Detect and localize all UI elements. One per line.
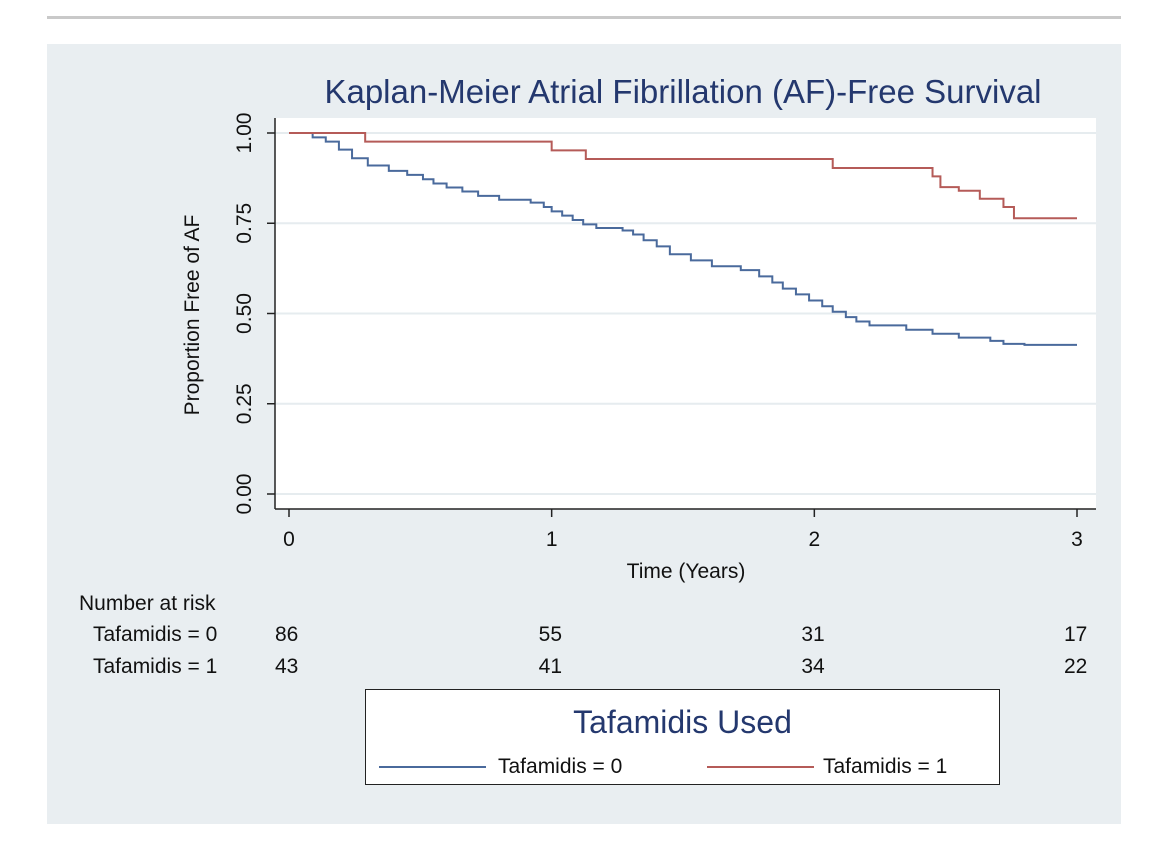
risk-row-label-0: Tafamidis = 0 [93,623,218,646]
legend-label-tafamidis-0: Tafamidis = 0 [498,755,623,778]
risk-value-r1-c2: 34 [801,655,825,678]
legend-line-tafamidis-1 [707,766,814,768]
y-tick-label-4: 1.00 [233,113,256,154]
series-line-tafamidis-0 [289,132,1077,346]
y-tick-label-1: 0.25 [233,383,256,424]
y-tick-label-0: 0.00 [233,474,256,515]
legend-line-tafamidis-0 [379,766,486,768]
risk-value-r0-c3: 17 [1064,623,1088,646]
x-tick-label-0: 0 [283,528,295,551]
series-line-tafamidis-1 [289,132,1077,220]
top-divider [47,16,1121,19]
x-tick-label-1: 1 [546,528,558,551]
risk-value-r0-c0: 86 [275,623,299,646]
grid-lines [275,132,1096,495]
legend-title: Tafamidis Used [573,704,792,740]
series-group [289,132,1077,346]
x-axis-label: Time (Years) [627,560,746,583]
risk-value-r0-c2: 31 [801,623,825,646]
axes: 0.00 0.25 0.50 0.75 1.00 0 1 2 3 [233,113,1096,551]
risk-value-r1-c0: 43 [275,655,299,678]
x-tick-label-2: 2 [808,528,820,551]
chart-title: Kaplan-Meier Atrial Fibrillation (AF)-Fr… [324,73,1041,110]
legend-label-tafamidis-1: Tafamidis = 1 [823,755,948,778]
y-tick-label-2: 0.50 [233,293,256,334]
x-tick-label-3: 3 [1071,528,1083,551]
risk-value-r1-c1: 41 [538,655,563,678]
risk-table-header: Number at risk [79,592,216,615]
legend: Tafamidis Used Tafamidis = 0 Tafamidis =… [365,689,1000,785]
y-axis-label: Proportion Free of AF [181,215,204,416]
risk-row-label-1: Tafamidis = 1 [93,655,218,678]
y-tick-label-3: 0.75 [233,203,256,244]
risk-value-r1-c3: 22 [1064,655,1088,678]
risk-value-r0-c1: 55 [538,623,563,646]
